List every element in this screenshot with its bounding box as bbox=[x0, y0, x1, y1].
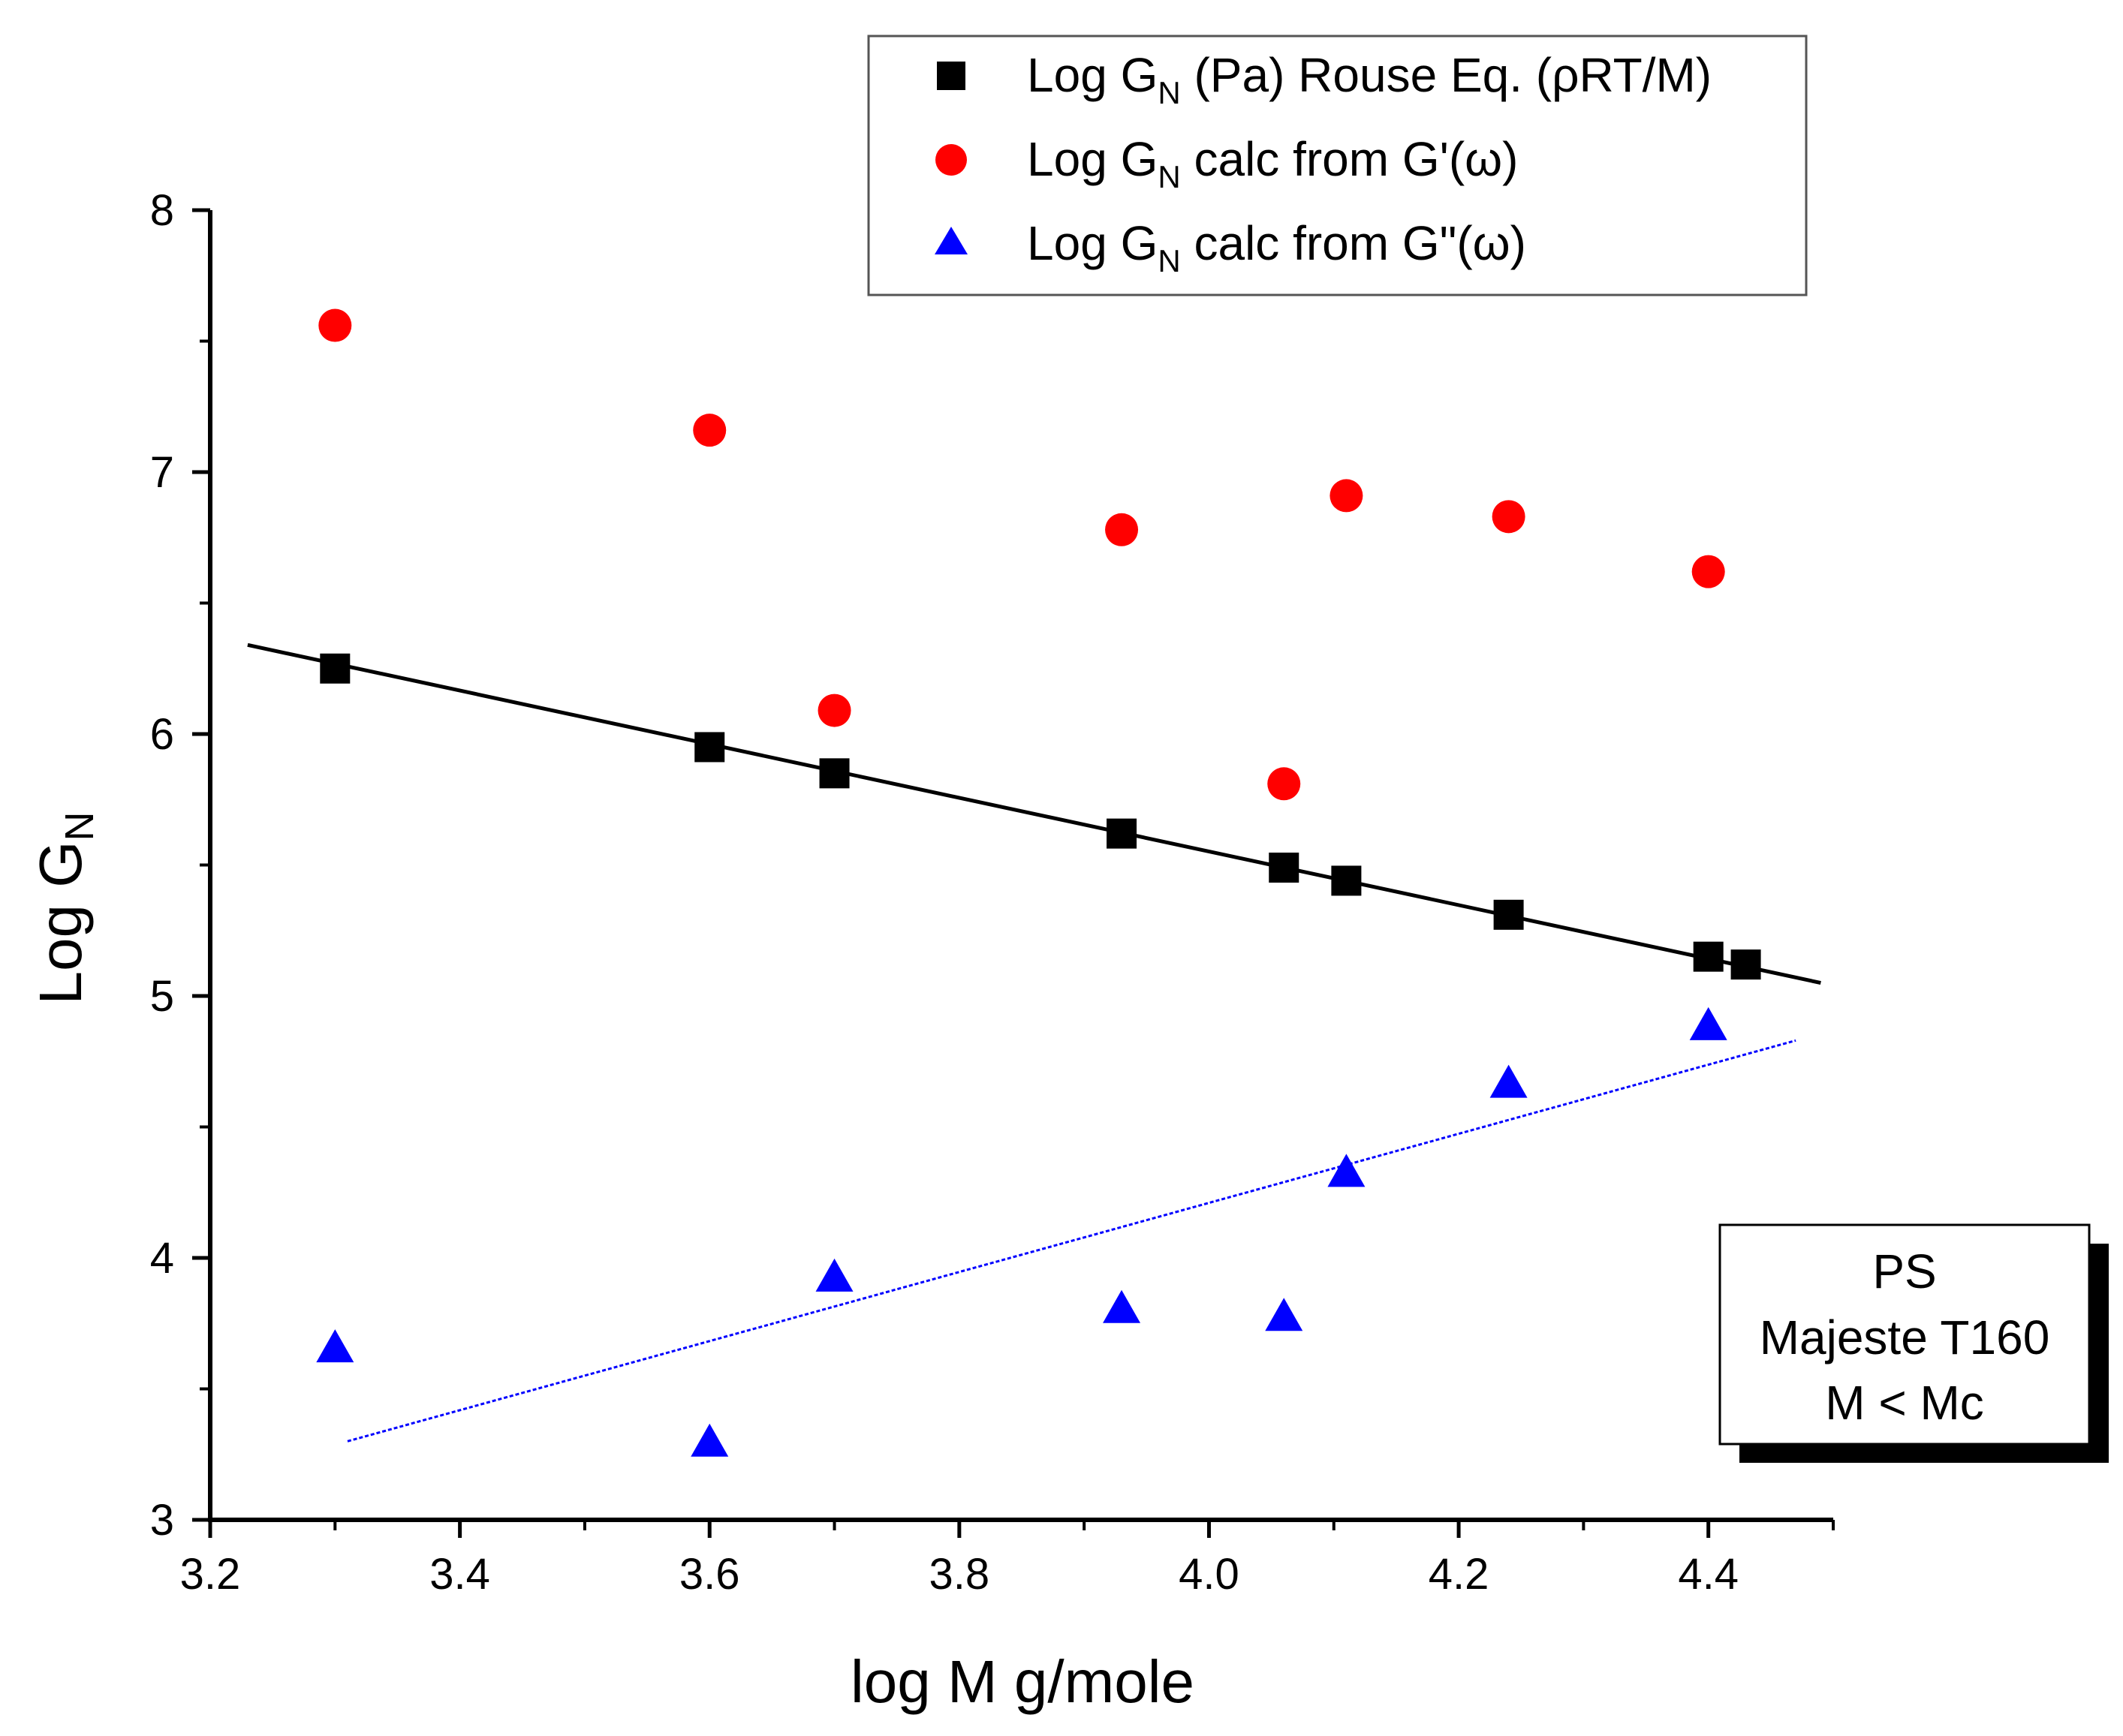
gprime-circle-point bbox=[318, 308, 352, 342]
legend-square-icon bbox=[937, 62, 965, 90]
rouse-square-point bbox=[1269, 852, 1299, 883]
gprime-circle-point bbox=[1492, 500, 1525, 534]
legend-circle-icon bbox=[935, 144, 967, 176]
rouse-square-point bbox=[694, 732, 725, 763]
legend-label-rouse-pre: Log G bbox=[1027, 48, 1158, 102]
x-tick-label: 4.2 bbox=[1429, 1550, 1489, 1599]
fit-line-rouse bbox=[247, 642, 1821, 985]
legend-label-gprime-post: calc from G'(ω) bbox=[1181, 132, 1519, 186]
fit-line-gdoubleprime bbox=[347, 1039, 1796, 1443]
x-tick-label: 3.2 bbox=[180, 1550, 241, 1599]
annotation-line-3: M < Mc bbox=[1825, 1376, 1984, 1430]
y-tick-label: 3 bbox=[150, 1496, 174, 1545]
gdoubleprime-triangle-point bbox=[1689, 1006, 1727, 1040]
x-tick-label: 4.4 bbox=[1678, 1550, 1739, 1599]
annotation-line-1: PS bbox=[1872, 1244, 1936, 1298]
x-axis-label: log M g/mole bbox=[851, 1648, 1194, 1715]
gdoubleprime-triangle-point bbox=[316, 1329, 354, 1363]
x-tick-label: 4.0 bbox=[1179, 1550, 1239, 1599]
gprime-circle-point bbox=[1330, 479, 1363, 513]
legend-label-gdprime: Log GN calc from G"(ω) bbox=[1027, 216, 1526, 278]
y-axis-label-main: Log G bbox=[27, 841, 94, 1005]
annotation-box: PS Majeste T160 M < Mc bbox=[1718, 1223, 2109, 1463]
legend-label-rouse: Log GN (Pa) Rouse Eq. (ρRT/M) bbox=[1027, 48, 1712, 110]
gprime-circle-point bbox=[1105, 513, 1139, 546]
gdoubleprime-triangle-point bbox=[691, 1423, 729, 1457]
data-markers bbox=[316, 308, 1761, 1457]
axes bbox=[208, 210, 1833, 1522]
legend-label-gprime: Log GN calc from G'(ω) bbox=[1027, 132, 1518, 194]
gprime-circle-point bbox=[818, 693, 851, 727]
gdoubleprime-triangle-point bbox=[815, 1258, 854, 1292]
y-axis-label-sub: N bbox=[57, 812, 102, 841]
x-tick-label: 3.4 bbox=[429, 1550, 490, 1599]
axis-ticks bbox=[192, 208, 1835, 1538]
rouse-square-point bbox=[1493, 899, 1524, 930]
legend-label-rouse-sub: N bbox=[1158, 75, 1180, 110]
legend-label-rouse-post: (Pa) Rouse Eq. (ρRT/M) bbox=[1181, 48, 1712, 102]
legend-label-gprime-sub: N bbox=[1158, 159, 1180, 194]
rouse-square-point bbox=[1107, 818, 1137, 849]
gprime-circle-point bbox=[1267, 767, 1301, 801]
x-tick-label: 3.6 bbox=[679, 1550, 740, 1599]
y-tick-label: 8 bbox=[150, 186, 174, 235]
gdoubleprime-triangle-point bbox=[1327, 1154, 1366, 1187]
gprime-circle-point bbox=[1691, 555, 1725, 588]
legend-label-gdprime-sub: N bbox=[1158, 243, 1180, 278]
y-tick-label: 6 bbox=[150, 710, 174, 759]
x-tick-label: 3.8 bbox=[929, 1550, 990, 1599]
gdoubleprime-triangle-point bbox=[1103, 1289, 1141, 1323]
annotation-frame bbox=[1718, 1223, 2091, 1446]
legend-label-gdprime-post: calc from G"(ω) bbox=[1181, 216, 1526, 270]
rouse-square-point bbox=[1693, 941, 1724, 972]
legend-box bbox=[867, 35, 1808, 296]
y-axis-label: Log GN bbox=[27, 812, 102, 1005]
gdoubleprime-triangle-point bbox=[1489, 1064, 1528, 1098]
fit-lines bbox=[247, 642, 1821, 1443]
axis-tick-labels: 3.2 3.4 3.6 3.8 4.0 4.2 4.4 3 4 5 6 7 8 bbox=[150, 186, 1739, 1599]
y-tick-label: 5 bbox=[150, 972, 174, 1021]
legend-label-gdprime-pre: Log G bbox=[1027, 216, 1158, 270]
gprime-circle-point bbox=[693, 414, 727, 447]
rouse-square-point bbox=[819, 758, 850, 789]
rouse-square-point bbox=[1331, 865, 1362, 896]
y-tick-label: 7 bbox=[150, 448, 174, 497]
legend-label-gprime-pre: Log G bbox=[1027, 132, 1158, 186]
rouse-square-point bbox=[320, 653, 351, 684]
legend-triangle-icon bbox=[935, 227, 968, 254]
gdoubleprime-triangle-point bbox=[1265, 1298, 1303, 1331]
y-tick-label: 4 bbox=[150, 1234, 174, 1283]
legend: Log GN (Pa) Rouse Eq. (ρRT/M) Log GN cal… bbox=[867, 35, 1808, 296]
rouse-square-point bbox=[1730, 949, 1761, 980]
annotation-line-2: Majeste T160 bbox=[1760, 1310, 2050, 1364]
